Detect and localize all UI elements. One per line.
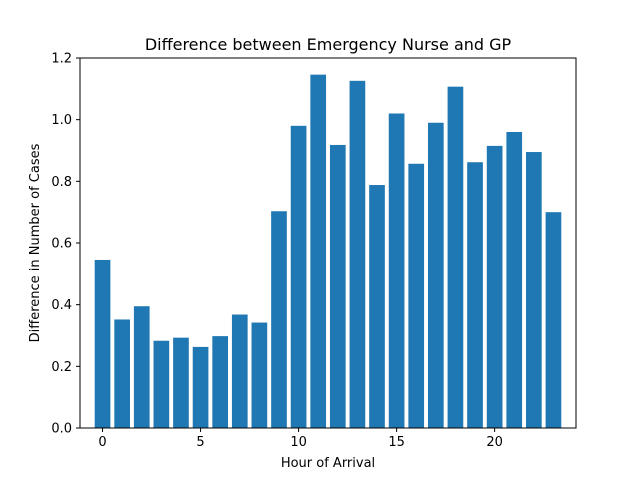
bar-hour-12 xyxy=(329,144,346,428)
bar-hour-23 xyxy=(545,212,562,428)
bar-hour-8 xyxy=(251,322,268,428)
x-tick-label: 20 xyxy=(486,435,503,450)
bar-hour-0 xyxy=(94,259,111,428)
y-axis-label: Difference in Number of Cases xyxy=(28,143,43,342)
x-tick-label: 0 xyxy=(98,435,106,450)
bar-hour-3 xyxy=(153,340,170,428)
chart-title: Difference between Emergency Nurse and G… xyxy=(145,35,512,54)
bar-hour-22 xyxy=(526,152,542,429)
y-tick-label: 0.8 xyxy=(51,175,72,190)
x-tick-label: 15 xyxy=(388,435,405,450)
bar-hour-10 xyxy=(290,125,307,428)
bar-hour-21 xyxy=(506,132,523,428)
bar-hour-18 xyxy=(447,86,464,429)
y-tick-label: 0.0 xyxy=(51,422,72,437)
bar-hour-6 xyxy=(212,336,229,428)
bar-hour-1 xyxy=(114,319,130,428)
x-ticks-group: 0 5 10 15 20 xyxy=(98,428,503,450)
bar-hour-14 xyxy=(369,185,385,428)
bar-hour-15 xyxy=(388,113,405,428)
bar-hour-19 xyxy=(467,162,483,428)
bar-hour-13 xyxy=(349,80,366,428)
bar-hour-20 xyxy=(486,145,503,429)
x-tick-label: 10 xyxy=(290,435,307,450)
y-ticks-group: 0.0 0.2 0.4 0.6 0.8 1.0 1.2 xyxy=(51,52,80,437)
bar-hour-4 xyxy=(173,337,189,428)
bar-hour-9 xyxy=(271,211,287,428)
bar-hour-11 xyxy=(310,74,327,429)
bar-hour-17 xyxy=(427,122,444,428)
y-tick-label: 0.6 xyxy=(51,237,72,252)
y-tick-label: 0.2 xyxy=(51,360,72,375)
y-tick-label: 1.0 xyxy=(51,113,72,128)
bars-group xyxy=(94,74,562,429)
bar-hour-16 xyxy=(408,163,425,428)
y-tick-label: 0.4 xyxy=(51,298,72,313)
bar-hour-7 xyxy=(231,314,248,428)
bar-hour-2 xyxy=(133,306,150,428)
y-tick-label: 1.2 xyxy=(51,52,72,67)
bar-hour-5 xyxy=(192,346,209,428)
x-axis-label: Hour of Arrival xyxy=(281,456,375,471)
plot-frame xyxy=(79,57,577,429)
x-tick-label: 5 xyxy=(196,435,204,450)
